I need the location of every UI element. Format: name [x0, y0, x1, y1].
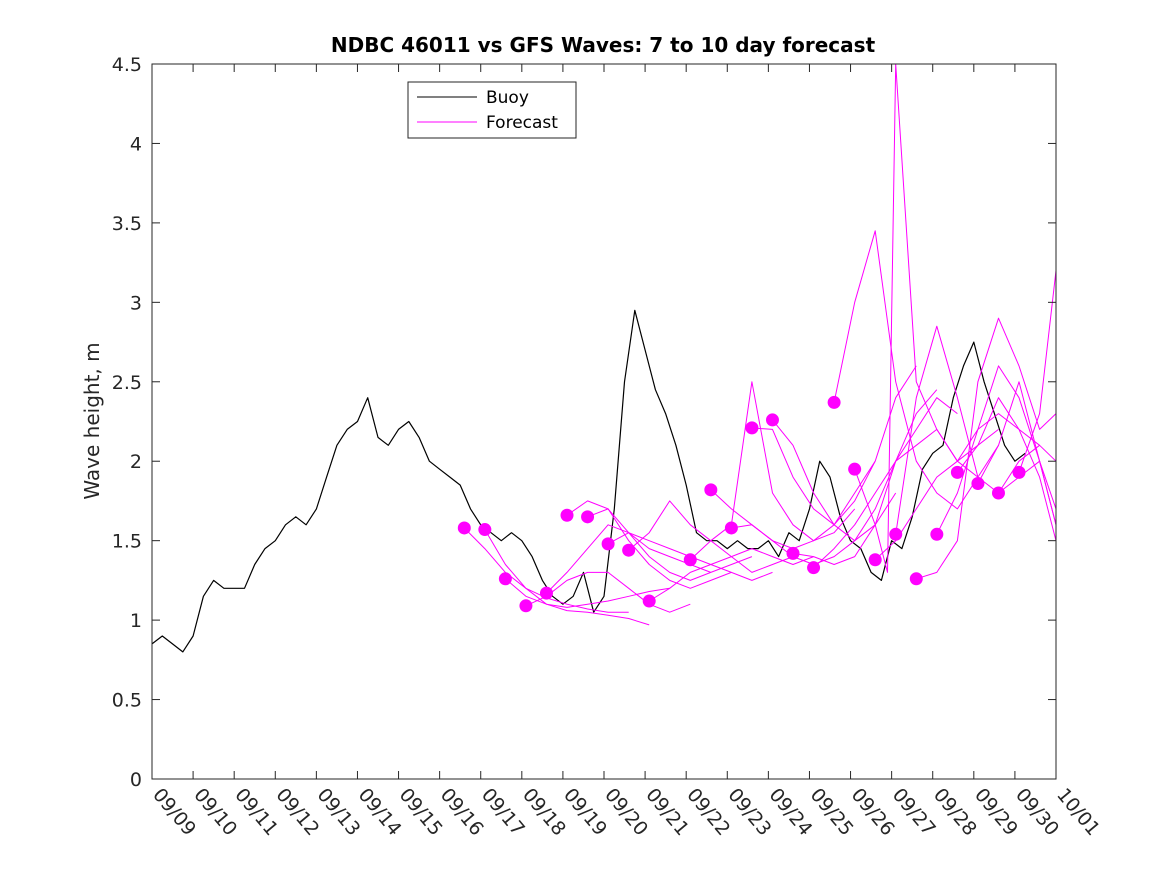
- forecast-start-marker: [909, 572, 923, 586]
- forecast-start-marker: [868, 553, 882, 567]
- forecast-series-line: [566, 500, 732, 589]
- forecast-start-marker: [622, 543, 636, 557]
- forecast-start-marker: [601, 537, 615, 551]
- forecast-series-line: [505, 578, 670, 608]
- forecast-series-line: [525, 571, 691, 613]
- forecast-start-marker: [848, 462, 862, 476]
- forecast-series-line: [874, 413, 1040, 561]
- forecast-start-marker: [478, 523, 492, 537]
- forecast-start-marker: [930, 527, 944, 541]
- y-tick-label: 4.5: [112, 54, 142, 76]
- forecast-start-marker: [581, 510, 595, 524]
- y-tick-label: 1.5: [112, 531, 142, 553]
- forecast-start-marker: [786, 546, 800, 560]
- forecast-start-marker: [745, 421, 759, 435]
- forecast-series-line: [484, 529, 650, 626]
- y-tick-label: 1: [130, 610, 142, 632]
- y-tick-label: 0: [130, 769, 142, 791]
- y-axis-label: Wave height, m: [80, 342, 104, 499]
- forecast-start-marker: [457, 521, 471, 535]
- forecast-start-marker: [827, 395, 841, 409]
- y-tick-label: 3: [130, 292, 142, 314]
- forecast-start-marker: [807, 561, 821, 575]
- forecast-start-marker: [704, 483, 718, 497]
- forecast-series-line: [587, 508, 753, 573]
- buoy-series-line: [151, 309, 1026, 653]
- forecast-start-marker: [971, 476, 985, 490]
- forecast-start-marker: [724, 521, 738, 535]
- legend: Buoy Forecast: [407, 81, 577, 139]
- plot-area: [152, 64, 1056, 779]
- forecast-series-line: [772, 389, 938, 542]
- y-tick-label: 2.5: [112, 372, 142, 394]
- forecast-series-line: [998, 460, 1057, 525]
- forecast-series-line: [648, 548, 814, 602]
- forecast-start-marker: [950, 465, 964, 479]
- forecast-series-line: [689, 381, 856, 561]
- plot-frame: [151, 63, 1057, 780]
- legend-buoy-label: Buoy: [486, 88, 529, 108]
- chart-title: NDBC 46011 vs GFS Waves: 7 to 10 day for…: [331, 33, 876, 57]
- forecast-start-marker: [560, 508, 574, 522]
- legend-forecast-label: Forecast: [486, 113, 558, 133]
- forecast-series-line: [1018, 270, 1057, 473]
- data-layer: [151, 63, 1057, 653]
- forecast-start-marker: [642, 594, 656, 608]
- forecast-series-line: [916, 317, 1057, 580]
- forecast-start-marker: [1012, 465, 1026, 479]
- forecast-start-marker: [991, 486, 1005, 500]
- y-tick-label: 2: [130, 451, 142, 473]
- forecast-start-marker: [519, 599, 533, 613]
- forecast-series-line: [833, 230, 999, 510]
- legend-box: [407, 81, 577, 139]
- forecast-start-marker: [683, 553, 697, 567]
- y-tick-label: 0.5: [112, 690, 142, 712]
- forecast-start-marker: [498, 572, 512, 586]
- y-tick-label: 4: [130, 133, 142, 155]
- forecast-start-marker: [765, 413, 779, 427]
- forecast-start-marker: [539, 586, 553, 600]
- y-tick-label: 3.5: [112, 213, 142, 235]
- forecast-start-marker: [889, 527, 903, 541]
